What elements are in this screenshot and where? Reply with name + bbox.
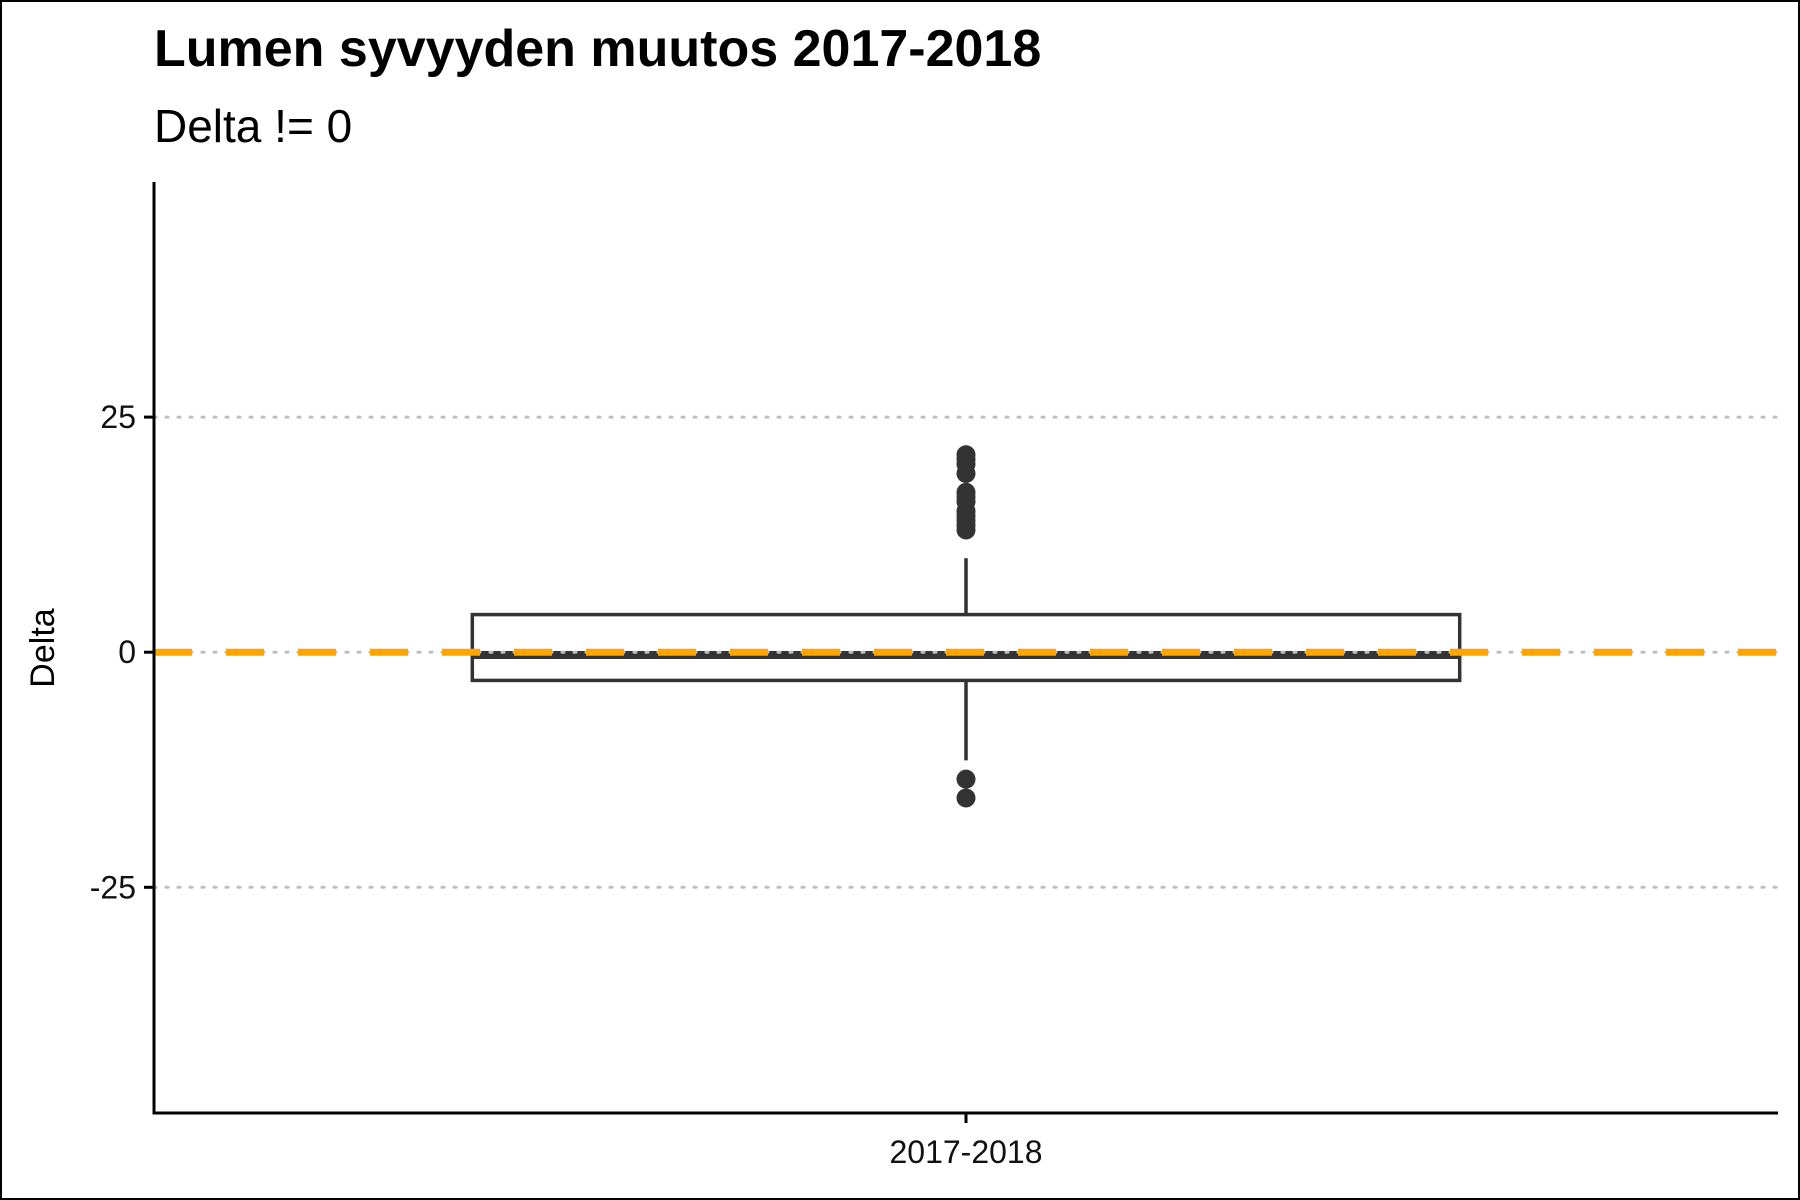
outlier-point-12 (956, 769, 976, 789)
outlier-point-3 (956, 464, 976, 484)
box-0 (470, 445, 1462, 808)
box-layer (470, 445, 1462, 808)
y-tick-label-1: 0 (118, 634, 136, 670)
x-tick-label-0: 2017-2018 (889, 1134, 1042, 1170)
y-tick-label-2: 25 (100, 399, 136, 435)
chart-subtitle: Delta != 0 (154, 100, 352, 152)
y-tick-label-0: -25 (90, 869, 136, 905)
outlier-point-13 (956, 788, 976, 808)
chart-title: Lumen syvyyden muutos 2017-2018 (154, 20, 1041, 78)
axes: -25 0 25 2017-2018 (90, 182, 1778, 1170)
outlier-point-11 (956, 520, 976, 540)
y-axis-title: Delta (24, 608, 62, 687)
box-iqr (470, 612, 1462, 683)
